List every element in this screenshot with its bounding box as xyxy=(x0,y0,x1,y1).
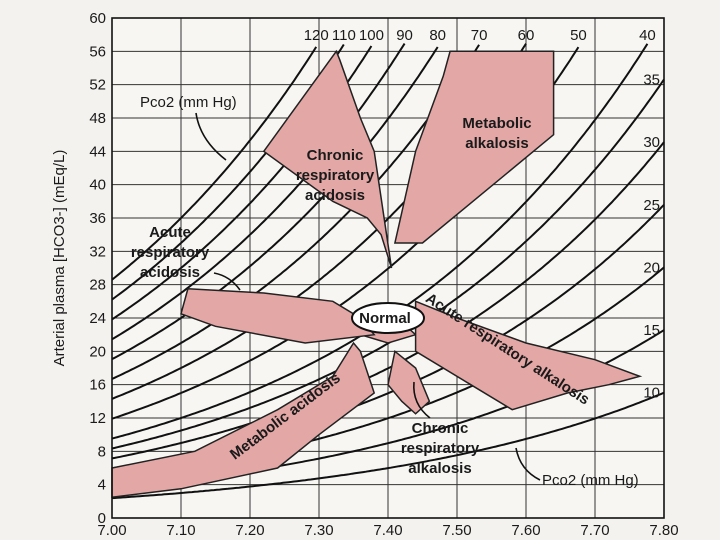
isobar-label-top: Pco2 (mm Hg) xyxy=(140,94,237,111)
y-tick-label: 24 xyxy=(89,310,106,327)
label-chronic-resp-alkalosis-3: alkalosis xyxy=(408,460,471,477)
y-tick-label: 32 xyxy=(89,243,106,260)
label-chronic-resp-acidosis-1: Chronic xyxy=(307,147,364,164)
isobar-label-100: 100 xyxy=(359,27,384,44)
isobar-label-bottom: Pco2 (mm Hg) xyxy=(542,472,639,489)
y-tick-label: 4 xyxy=(98,477,106,494)
label-chronic-resp-alkalosis-2: respiratory xyxy=(401,440,480,457)
x-tick-label: 7.20 xyxy=(235,522,264,539)
isobar-label-30: 30 xyxy=(643,134,660,151)
region-layer xyxy=(111,49,643,499)
isobar-label-80: 80 xyxy=(429,27,446,44)
isobar-line-80 xyxy=(111,46,439,360)
label-chronic-resp-alkalosis-1: Chronic xyxy=(412,420,469,437)
x-tick-label: 7.40 xyxy=(373,522,402,539)
isobar-label-60: 60 xyxy=(518,27,535,44)
label-acute-resp-acidosis-2: respiratory xyxy=(131,244,210,261)
y-tick-label: 0 xyxy=(98,510,106,527)
y-tick-label: 48 xyxy=(89,110,106,127)
y-tick-label: 44 xyxy=(89,143,106,160)
chronic-resp-alkalosis-arrow xyxy=(413,381,431,419)
label-acute-resp-acidosis-3: acidosis xyxy=(140,264,200,281)
isobar-label-20: 20 xyxy=(643,259,660,276)
isobar-label-120: 120 xyxy=(304,27,329,44)
isobar-label-70: 70 xyxy=(471,27,488,44)
isobar-line-30 xyxy=(111,141,665,460)
label-acute-resp-acidosis-1: Acute xyxy=(149,224,191,241)
isobar-line-120 xyxy=(111,46,318,281)
isobar-line-10 xyxy=(111,391,665,500)
isobar-label-50: 50 xyxy=(570,27,587,44)
x-tick-label: 7.70 xyxy=(580,522,609,539)
y-axis-label: Arterial plasma [HCO3-] (mEq/L) xyxy=(51,150,68,367)
isobar-line-70 xyxy=(111,44,480,380)
isobar-label-40: 40 xyxy=(639,27,656,44)
region-chronic-respiratory-acidosis xyxy=(262,49,393,269)
axis-layer: 7.00 7.10 7.20 7.30 7.40 7.50 7.60 7.70 7.800481… xyxy=(89,10,678,539)
label-normal: Normal xyxy=(359,310,411,327)
y-tick-label: 8 xyxy=(98,443,106,460)
acute-resp-acidosis-arrow xyxy=(213,272,241,291)
y-tick-label: 60 xyxy=(89,10,106,27)
region-metabolic-alkalosis xyxy=(393,50,555,244)
y-tick-label: 52 xyxy=(89,77,106,94)
x-tick-label: 7.30 xyxy=(304,522,333,539)
label-metabolic-alkalosis-1: Metabolic xyxy=(462,115,531,132)
region-acute-respiratory-alkalosis xyxy=(414,300,643,411)
region-acute-respiratory-acidosis xyxy=(180,288,376,344)
isobar-label-bottom-arrow xyxy=(515,447,541,481)
y-tick-label: 16 xyxy=(89,377,106,394)
x-tick-label: 7.80 xyxy=(649,522,678,539)
y-tick-label: 12 xyxy=(89,410,106,427)
label-metabolic-alkalosis-2: alkalosis xyxy=(465,135,528,152)
y-tick-label: 56 xyxy=(89,43,106,60)
y-tick-label: 36 xyxy=(89,210,106,227)
y-tick-label: 40 xyxy=(89,177,106,194)
x-tick-label: 7.60 xyxy=(511,522,540,539)
x-tick-label: 7.10 xyxy=(166,522,195,539)
x-tick-label: 7.00 xyxy=(97,522,126,539)
region-chronic-respiratory-alkalosis xyxy=(387,349,431,415)
y-tick-label: 28 xyxy=(89,277,106,294)
isobar-label-110: 110 xyxy=(332,27,356,44)
isobar-label-10: 10 xyxy=(643,385,660,402)
isobar-label-15: 15 xyxy=(643,322,660,339)
normal-ellipse xyxy=(351,302,425,334)
isobar-label-90: 90 xyxy=(396,27,413,44)
label-chronic-resp-acidosis-2: respiratory xyxy=(296,167,375,184)
isobar-label-25: 25 xyxy=(643,197,660,214)
plot-frame xyxy=(111,17,665,519)
isobar-label-35: 35 xyxy=(643,71,660,88)
isobar-label-top-arrow xyxy=(195,112,227,161)
y-tick-label: 20 xyxy=(89,343,106,360)
x-tick-label: 7.50 xyxy=(442,522,471,539)
label-chronic-resp-acidosis-3: acidosis xyxy=(305,187,365,204)
